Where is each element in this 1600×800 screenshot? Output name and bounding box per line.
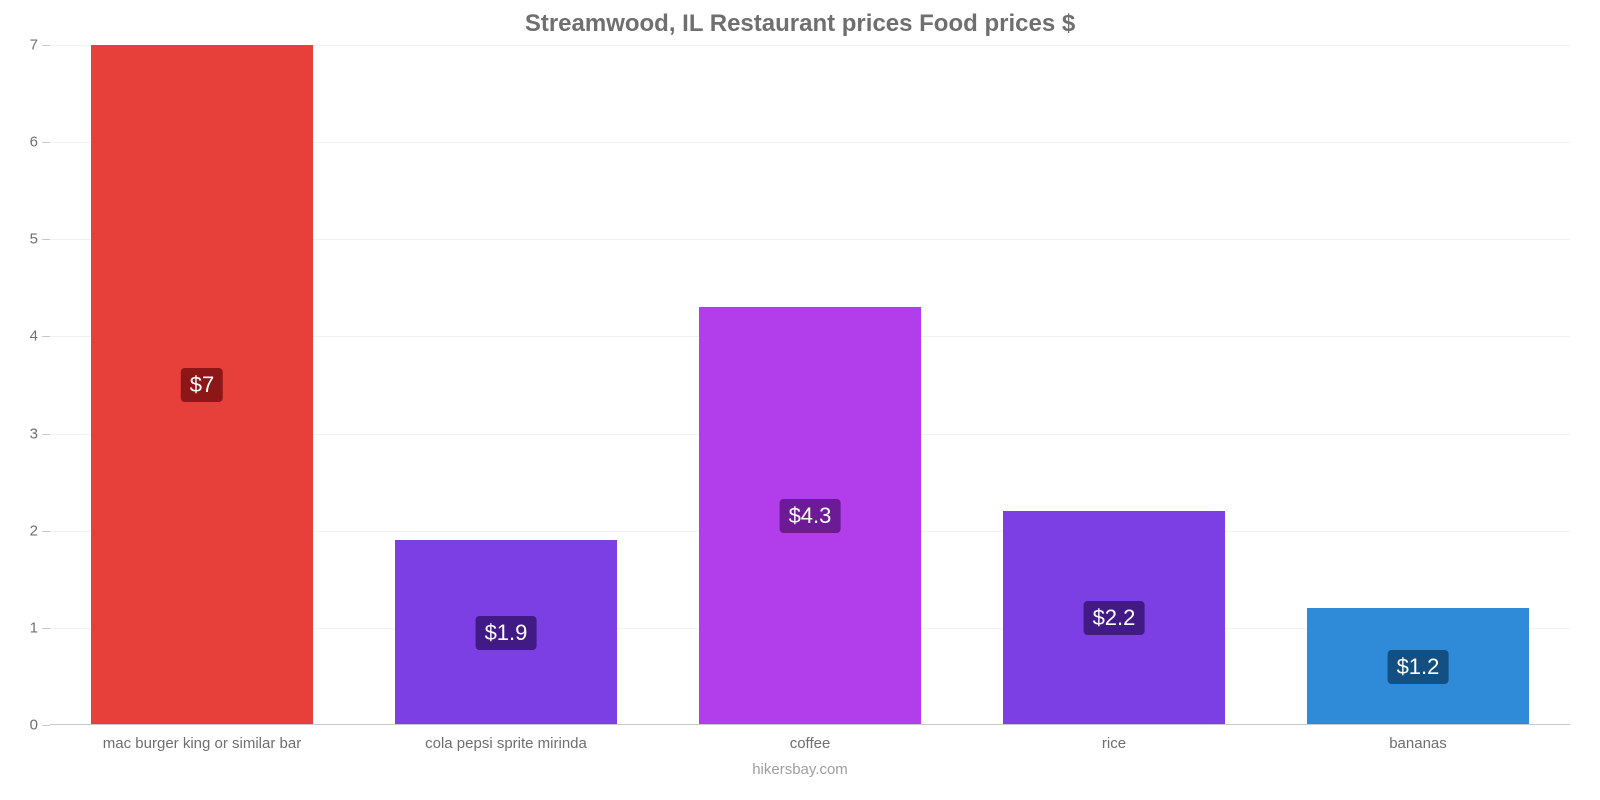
value-badge: $1.2 — [1388, 650, 1449, 684]
value-badge: $7 — [181, 368, 223, 402]
y-tick-label: 3 — [0, 425, 38, 442]
y-tickmark — [42, 142, 50, 143]
value-badge: $4.3 — [780, 499, 841, 533]
x-axis-baseline — [50, 724, 1570, 725]
y-tick-label: 5 — [0, 231, 38, 248]
y-tick-label: 7 — [0, 37, 38, 54]
y-tick-label: 6 — [0, 134, 38, 151]
y-tick-label: 1 — [0, 619, 38, 636]
y-tickmark — [42, 725, 50, 726]
y-tickmark — [42, 434, 50, 435]
x-tick-label: coffee — [790, 735, 831, 752]
y-tick-label: 0 — [0, 717, 38, 734]
chart-credit: hikersbay.com — [752, 761, 848, 778]
y-tickmark — [42, 239, 50, 240]
bar: $1.2 — [1307, 608, 1529, 725]
y-tickmark — [42, 45, 50, 46]
value-badge: $1.9 — [476, 616, 537, 650]
y-tickmark — [42, 336, 50, 337]
price-bar-chart: Streamwood, IL Restaurant prices Food pr… — [0, 0, 1600, 800]
y-tick-label: 4 — [0, 328, 38, 345]
x-tick-label: cola pepsi sprite mirinda — [425, 735, 587, 752]
plot-area: $7 $1.9 $4.3 $2.2 $1.2 — [50, 45, 1570, 725]
value-badge: $2.2 — [1084, 601, 1145, 635]
y-tickmark — [42, 531, 50, 532]
bar: $7 — [91, 45, 313, 725]
bar: $4.3 — [699, 307, 921, 725]
y-tickmark — [42, 628, 50, 629]
bar: $2.2 — [1003, 511, 1225, 725]
x-tick-label: rice — [1102, 735, 1126, 752]
chart-title: Streamwood, IL Restaurant prices Food pr… — [0, 0, 1600, 38]
bar: $1.9 — [395, 540, 617, 725]
bars-layer: $7 $1.9 $4.3 $2.2 $1.2 — [50, 45, 1570, 725]
x-tick-label: mac burger king or similar bar — [103, 735, 301, 752]
x-tick-label: bananas — [1389, 735, 1447, 752]
y-tick-label: 2 — [0, 522, 38, 539]
